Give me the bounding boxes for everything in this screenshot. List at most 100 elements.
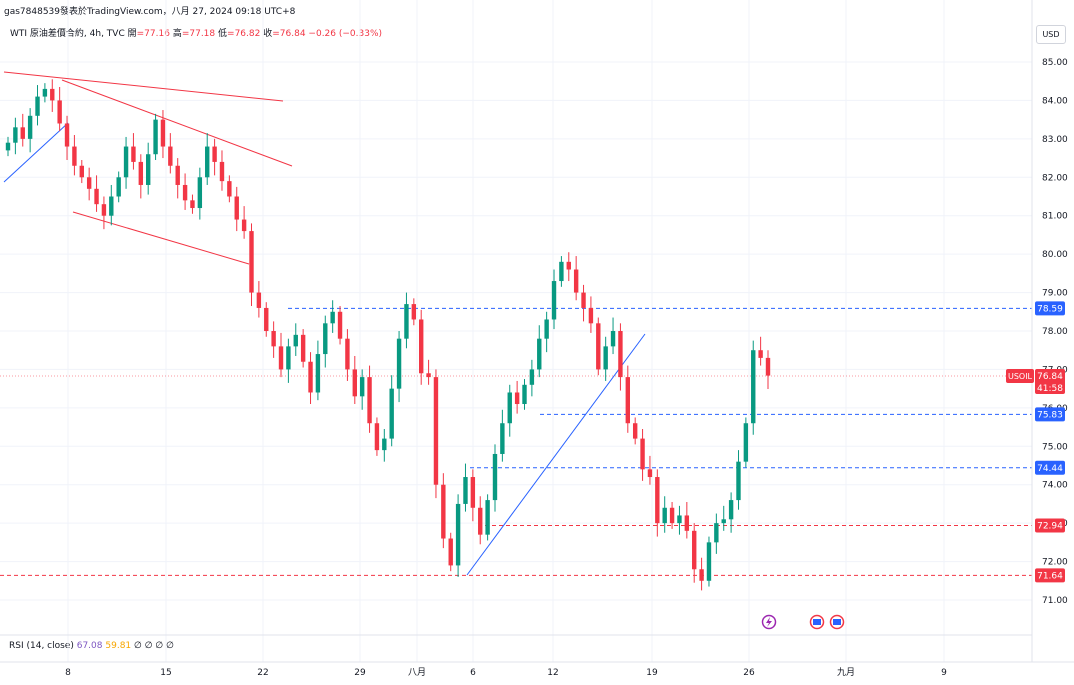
rsi-legend: RSI (14, close) 67.08 59.81 ∅ ∅ ∅ ∅ <box>9 641 174 651</box>
candles <box>5 79 771 591</box>
time-axis[interactable]: 8 15 22 29 八月 6 12 19 26 九月 9 <box>0 634 1074 678</box>
high-label: 高 <box>172 29 182 39</box>
candle-body <box>419 319 424 374</box>
candle-body <box>647 469 653 478</box>
currency-button[interactable]: USD <box>1036 25 1066 44</box>
candle-body <box>182 184 188 201</box>
price-tick-label: 74.00 <box>1042 481 1068 491</box>
change-value: −0.26 (−0.33%) <box>308 29 383 39</box>
rsi-value-2: 59.81 <box>105 641 132 651</box>
candle-body <box>455 503 461 566</box>
candle-body <box>500 423 505 454</box>
candle-body <box>529 369 535 385</box>
candle-body <box>544 319 549 339</box>
candle-body <box>573 269 579 293</box>
candle-body <box>537 338 542 370</box>
candle-body <box>42 88 48 97</box>
candle-body <box>765 357 771 376</box>
candle-body <box>20 127 25 139</box>
channel-upper-trendline <box>61 79 293 167</box>
candle-body <box>728 500 734 520</box>
candle-body <box>610 331 616 347</box>
price-axis[interactable]: 85.00 84.00 83.00 82.00 81.00 80.00 79.00 78.00… <box>1031 0 1068 662</box>
price-tick-label: 84.00 <box>1042 96 1068 106</box>
price-tag-label: 78.59 <box>1037 304 1063 314</box>
candle-body <box>706 542 712 581</box>
trendlines <box>3 71 646 576</box>
open-label: 開 <box>127 29 137 39</box>
candle-body <box>492 453 498 501</box>
candle-body <box>411 304 417 320</box>
time-tick-label: 8 <box>65 668 71 678</box>
price-tick-label: 72.00 <box>1042 558 1068 568</box>
candle-body <box>655 477 660 524</box>
candle-body <box>315 354 321 393</box>
candle-body <box>743 423 749 462</box>
candle-body <box>264 307 269 332</box>
candle-body <box>5 142 11 151</box>
candle-body <box>197 177 203 209</box>
candle-body <box>736 461 741 501</box>
candle-body <box>389 388 394 439</box>
candle-body <box>692 530 697 570</box>
candle-body <box>64 123 70 147</box>
candle-body <box>721 519 726 524</box>
candle-body <box>522 384 527 405</box>
time-tick-label: 19 <box>646 668 658 678</box>
candle-body <box>566 261 571 270</box>
support-trendline-left <box>3 122 69 183</box>
price-tag-label: 72.94 <box>1037 521 1063 531</box>
price-tag-label: 71.64 <box>1037 571 1063 581</box>
us-flag-icon-inner <box>813 619 821 625</box>
rsi-label: RSI (14, close) <box>9 641 74 651</box>
candle-body <box>86 177 92 189</box>
time-tick-label: 26 <box>743 668 755 678</box>
candle-body <box>359 377 365 397</box>
candle-body <box>699 569 704 581</box>
candle-body <box>485 500 490 535</box>
time-tick-label: 12 <box>547 668 558 678</box>
symbol-tag <box>1006 369 1034 383</box>
candle-body <box>603 346 608 370</box>
candle-body <box>323 323 328 355</box>
resistance-trendline-upper <box>3 71 284 102</box>
candle-body <box>632 423 638 439</box>
price-tick-label: 75.00 <box>1042 442 1068 452</box>
support-trendline-right <box>466 333 646 576</box>
time-tick-label: 八月 <box>408 667 426 678</box>
time-tick-label: 29 <box>354 668 366 678</box>
candle-body <box>160 119 166 147</box>
price-tag <box>1035 460 1065 475</box>
candle-body <box>559 261 564 282</box>
price-tick-label: 82.00 <box>1042 173 1068 183</box>
candle-body <box>640 438 645 470</box>
candle-body <box>241 219 247 232</box>
bar-countdown-label: 41:58 <box>1037 384 1063 394</box>
candle-body <box>138 161 144 185</box>
last-price-label: 76.84 <box>1037 372 1063 382</box>
horizontal-levels <box>0 307 1032 576</box>
price-tick-label: 71.00 <box>1042 596 1068 606</box>
candle-body <box>286 346 291 370</box>
candle-body <box>101 204 107 216</box>
high-value: =77.18 <box>181 29 216 39</box>
event-icons[interactable] <box>761 614 845 630</box>
price-tick-label: 80.00 <box>1042 250 1068 260</box>
candle-body <box>662 507 667 524</box>
candle-body <box>175 165 180 185</box>
candle-body <box>367 377 372 424</box>
candle-body <box>219 161 225 182</box>
candle-body <box>618 331 623 378</box>
candle-body <box>190 200 195 209</box>
candle-body <box>684 515 690 531</box>
time-tick-label: 九月 <box>837 667 855 678</box>
time-tick-label: 15 <box>160 668 171 678</box>
channel-lower-trendline <box>72 211 250 265</box>
candle-body <box>300 334 306 362</box>
candle-body <box>57 100 62 124</box>
price-tick-label: 83.00 <box>1042 135 1068 145</box>
candle-body <box>123 146 129 178</box>
candle-body <box>278 346 284 370</box>
low-value: =76.82 <box>227 29 261 39</box>
